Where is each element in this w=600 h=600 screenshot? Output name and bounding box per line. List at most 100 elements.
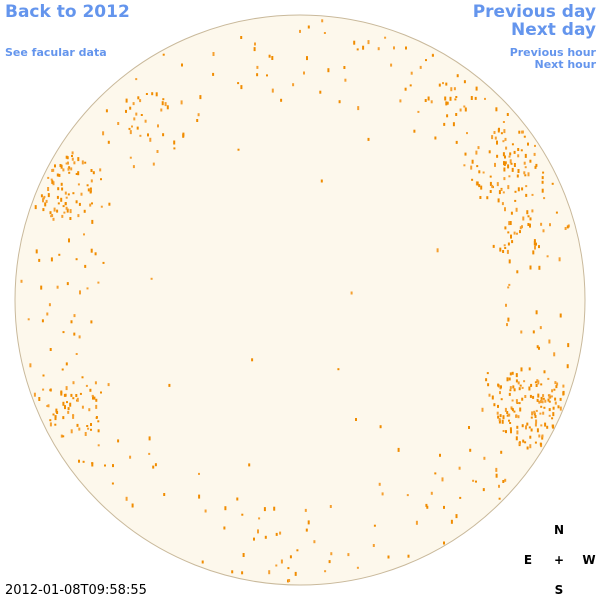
facula <box>517 381 520 385</box>
facula <box>449 96 452 101</box>
facula <box>50 257 53 262</box>
facula <box>514 199 517 202</box>
facula <box>321 19 324 23</box>
back-link[interactable]: Back to 2012 <box>5 2 130 22</box>
facula <box>438 83 441 87</box>
facula <box>86 287 89 290</box>
facula <box>520 149 523 152</box>
facula <box>406 494 409 497</box>
facula <box>516 232 518 235</box>
facula <box>72 381 75 385</box>
facula <box>378 482 381 486</box>
facula <box>65 386 68 391</box>
facula <box>508 283 511 286</box>
facula <box>47 404 50 408</box>
facula <box>129 156 132 159</box>
facula <box>145 93 148 95</box>
facula <box>51 179 54 184</box>
facula <box>459 496 462 499</box>
faculae <box>20 19 570 583</box>
previous-hour-link[interactable]: Previous hour <box>510 46 597 59</box>
facula <box>256 65 259 69</box>
facula <box>541 180 544 184</box>
next-hour-link[interactable]: Next hour <box>535 58 597 71</box>
facula <box>503 244 506 247</box>
facula <box>58 253 61 256</box>
facula <box>456 74 459 78</box>
facula <box>518 130 521 134</box>
facula <box>463 80 466 84</box>
next-day-link[interactable]: Next day <box>511 20 596 40</box>
facula <box>468 426 470 429</box>
facula <box>67 407 70 411</box>
facula <box>498 418 501 421</box>
facula <box>455 140 458 144</box>
facula <box>50 178 53 181</box>
facula <box>305 528 308 532</box>
facula <box>73 314 76 318</box>
facula <box>510 234 512 239</box>
facula <box>521 386 524 389</box>
facula <box>509 372 512 376</box>
facula <box>443 505 445 509</box>
facula <box>540 222 543 226</box>
facula <box>82 460 85 463</box>
facula <box>52 217 55 221</box>
facula <box>61 214 64 218</box>
facula <box>97 444 100 447</box>
facula <box>506 414 509 417</box>
facula <box>87 427 90 430</box>
facula <box>454 98 457 101</box>
facula <box>525 193 528 197</box>
facula <box>500 398 503 401</box>
facula <box>567 343 570 348</box>
facula <box>509 152 512 156</box>
facula <box>156 150 159 153</box>
facula <box>443 122 446 126</box>
facula <box>430 491 433 495</box>
facula <box>463 105 466 108</box>
facula <box>542 411 545 415</box>
facula <box>517 148 520 151</box>
facula <box>162 53 165 56</box>
facula <box>548 408 551 412</box>
facula <box>424 99 427 102</box>
facula <box>538 434 541 438</box>
facula <box>488 393 491 397</box>
facula <box>337 368 340 371</box>
facula <box>528 426 531 429</box>
facula <box>517 187 520 192</box>
facula <box>94 381 97 385</box>
facula <box>198 472 200 475</box>
facula <box>500 132 503 135</box>
facula <box>482 171 485 174</box>
facula <box>42 374 45 377</box>
facula <box>450 87 453 92</box>
facula <box>135 78 138 81</box>
facula <box>54 416 57 421</box>
facula <box>507 286 510 289</box>
facula <box>49 211 52 215</box>
facula <box>254 42 256 46</box>
facula <box>548 400 551 403</box>
facula <box>45 199 48 203</box>
facula <box>338 100 341 104</box>
facula <box>434 136 437 140</box>
facula <box>90 169 93 172</box>
facula <box>525 425 527 430</box>
facula <box>540 383 543 386</box>
facula <box>160 108 163 112</box>
facula <box>521 225 523 229</box>
facula <box>464 152 467 156</box>
facula <box>479 196 482 199</box>
facula <box>70 167 73 171</box>
previous-day-link[interactable]: Previous day <box>473 2 596 22</box>
facula <box>139 134 142 137</box>
facula <box>65 196 68 199</box>
facula <box>137 96 140 100</box>
facula <box>496 140 498 145</box>
facular-link[interactable]: See facular data <box>5 46 107 59</box>
facula <box>552 412 555 417</box>
facula <box>491 135 494 140</box>
facula <box>91 202 93 205</box>
